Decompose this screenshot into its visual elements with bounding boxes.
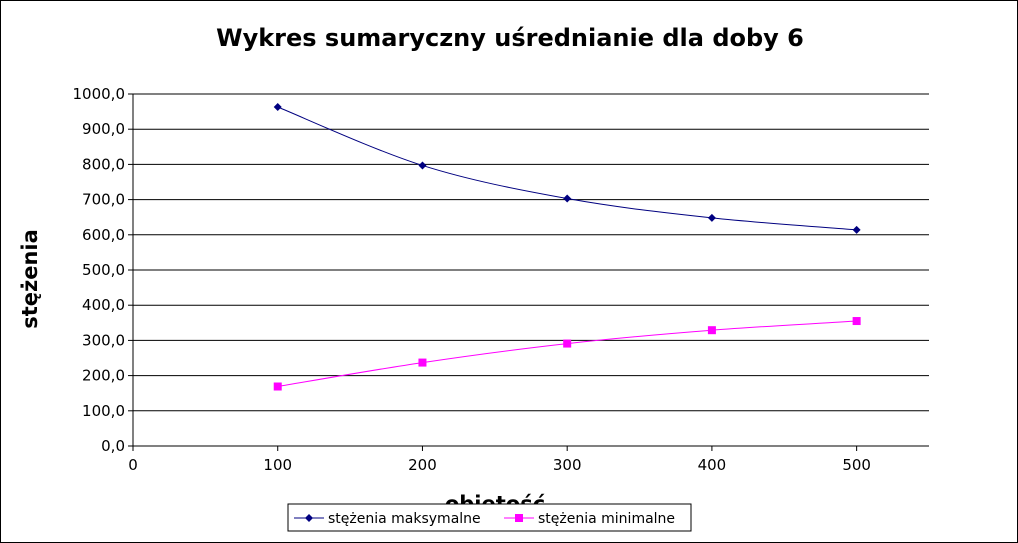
axes: 0,0 100,0 200,0 300,0 400,0 500,0 600,0 700,0 80…	[73, 85, 929, 474]
data-point	[273, 103, 282, 112]
legend-box	[287, 503, 692, 532]
y-tick-label: 200,0	[82, 367, 125, 385]
y-tick-label: 600,0	[82, 226, 125, 244]
series-2	[273, 317, 861, 391]
legend-marker	[515, 514, 523, 522]
data-point	[418, 161, 427, 170]
legend-label: stężenia minimalne	[538, 511, 675, 527]
y-tick-label: 1000,0	[73, 85, 126, 103]
y-tick-label: 400,0	[82, 296, 125, 314]
y-tick-label: 700,0	[82, 191, 125, 209]
x-tick-label: 100	[263, 456, 292, 474]
data-point	[418, 358, 427, 367]
x-tick-label: 0	[128, 456, 138, 474]
gridlines	[133, 93, 929, 447]
legend-label: stężenia maksymalne	[328, 511, 481, 527]
y-tick-label: 500,0	[82, 261, 125, 279]
y-axis-title: stężenia	[18, 229, 42, 329]
y-tick-label: 900,0	[82, 120, 125, 138]
data-point	[273, 382, 282, 391]
x-tick-label: 500	[842, 456, 871, 474]
data-point	[563, 194, 572, 203]
data-point	[707, 326, 716, 335]
series-1	[273, 103, 861, 234]
data-point	[707, 213, 716, 222]
y-tick-label: 300,0	[82, 331, 125, 349]
chart-title: Wykres sumaryczny uśrednianie dla doby 6	[216, 24, 804, 52]
legend: stężenia maksymalne stężenia minimalne	[287, 503, 692, 532]
legend-entry: stężenia minimalne	[504, 511, 675, 527]
legend-marker	[305, 514, 313, 522]
series	[273, 103, 861, 391]
y-tick-label: 0,0	[101, 437, 125, 455]
y-tick-label: 100,0	[82, 402, 125, 420]
x-tick-label: 400	[698, 456, 727, 474]
x-tick-label: 200	[408, 456, 437, 474]
data-point	[563, 339, 572, 348]
series-line	[277, 320, 857, 388]
x-tick-label: 300	[553, 456, 582, 474]
series-line	[277, 106, 857, 231]
data-point	[852, 317, 861, 326]
data-point	[852, 225, 861, 234]
legend-entry: stężenia maksymalne	[294, 511, 481, 527]
y-tick-label: 800,0	[82, 155, 125, 173]
